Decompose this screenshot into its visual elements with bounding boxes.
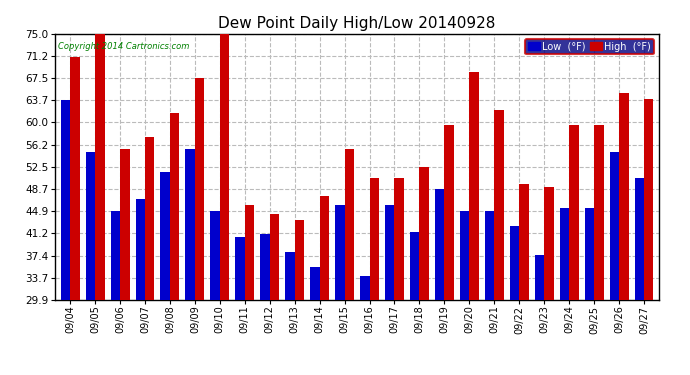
- Bar: [395, 178, 404, 300]
- Bar: [370, 178, 379, 300]
- Bar: [145, 137, 155, 300]
- Bar: [335, 205, 344, 300]
- Bar: [584, 208, 594, 300]
- Bar: [609, 152, 619, 300]
- Bar: [635, 178, 644, 300]
- Bar: [644, 99, 653, 300]
- Bar: [560, 208, 569, 300]
- Bar: [494, 111, 504, 300]
- Bar: [435, 189, 444, 300]
- Bar: [469, 72, 479, 300]
- Bar: [510, 226, 520, 300]
- Bar: [95, 34, 105, 300]
- Bar: [420, 166, 429, 300]
- Bar: [86, 152, 95, 300]
- Bar: [270, 214, 279, 300]
- Bar: [569, 125, 579, 300]
- Bar: [485, 211, 494, 300]
- Bar: [110, 211, 120, 300]
- Bar: [535, 255, 544, 300]
- Bar: [310, 267, 319, 300]
- Bar: [385, 205, 395, 300]
- Bar: [186, 149, 195, 300]
- Bar: [285, 252, 295, 300]
- Bar: [220, 34, 229, 300]
- Bar: [161, 172, 170, 300]
- Bar: [520, 184, 529, 300]
- Bar: [619, 93, 629, 300]
- Bar: [135, 199, 145, 300]
- Bar: [170, 114, 179, 300]
- Bar: [544, 187, 553, 300]
- Bar: [360, 276, 370, 300]
- Bar: [120, 149, 130, 300]
- Bar: [319, 196, 329, 300]
- Bar: [410, 231, 420, 300]
- Bar: [210, 211, 220, 300]
- Bar: [235, 237, 245, 300]
- Bar: [344, 149, 354, 300]
- Bar: [460, 211, 469, 300]
- Bar: [61, 100, 70, 300]
- Text: Copyright 2014 Cartronics.com: Copyright 2014 Cartronics.com: [58, 42, 190, 51]
- Bar: [245, 205, 255, 300]
- Title: Dew Point Daily High/Low 20140928: Dew Point Daily High/Low 20140928: [219, 16, 495, 31]
- Bar: [295, 220, 304, 300]
- Bar: [195, 78, 204, 300]
- Bar: [444, 125, 454, 300]
- Bar: [70, 57, 79, 300]
- Bar: [260, 234, 270, 300]
- Legend: Low  (°F), High  (°F): Low (°F), High (°F): [525, 39, 654, 54]
- Bar: [594, 125, 604, 300]
